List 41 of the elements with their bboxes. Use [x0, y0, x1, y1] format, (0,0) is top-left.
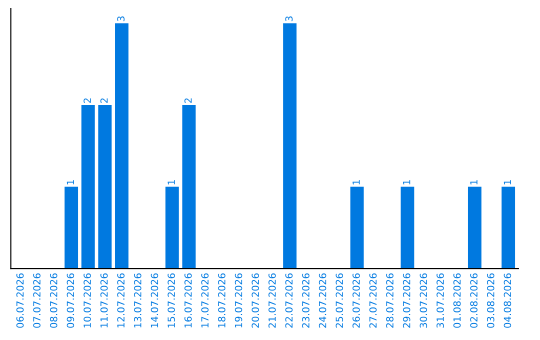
- x-tick-label: 07.07.2026: [33, 273, 41, 328]
- x-tick-label: 30.07.2026: [420, 273, 428, 328]
- data-label: 1: [504, 180, 511, 184]
- data-label: 1: [168, 180, 175, 184]
- data-label: 1: [403, 180, 410, 184]
- x-tick-label: 12.07.2026: [117, 273, 125, 328]
- x-tick-label: 27.07.2026: [369, 273, 377, 328]
- x-tick-label: 20.07.2026: [252, 273, 260, 328]
- x-tick-label: 24.07.2026: [318, 273, 326, 328]
- x-tick-label: 23.07.2026: [302, 273, 310, 328]
- x-tick-label: 16.07.2026: [184, 273, 192, 328]
- x-tick-label: 31.07.2026: [436, 273, 444, 328]
- data-label: 1: [470, 180, 478, 184]
- x-tick-label: 13.07.2026: [134, 273, 142, 328]
- x-tick-label: 04.08.2026: [504, 273, 512, 328]
- x-tick-label: 28.07.2026: [386, 273, 394, 328]
- x-tick-label: 01.08.2026: [453, 273, 461, 328]
- x-tick-label: 26.07.2026: [352, 273, 360, 328]
- x-tick-label: 18.07.2026: [218, 273, 226, 328]
- x-tick-label: 02.08.2026: [470, 273, 478, 328]
- data-label: 1: [352, 180, 360, 184]
- x-tick-label: 10.07.2026: [84, 273, 91, 328]
- x-tick-label: 29.07.2026: [402, 273, 410, 328]
- data-label: 2: [184, 98, 192, 103]
- x-tick-label: 03.08.2026: [486, 273, 494, 328]
- x-tick-label: 19.07.2026: [234, 273, 242, 328]
- x-tick-label: 11.07.2026: [100, 273, 108, 328]
- x-tick-label: 14.07.2026: [150, 273, 158, 328]
- data-label: 2: [100, 98, 108, 103]
- data-label: 3: [285, 16, 293, 22]
- x-tick-label: 08.07.2026: [50, 273, 58, 328]
- data-label: 1: [66, 180, 74, 184]
- data-label: 3: [117, 16, 125, 22]
- x-tick-label: 15.07.2026: [168, 273, 175, 328]
- x-tick-label: 21.07.2026: [268, 273, 276, 328]
- x-tick-label: 25.07.2026: [336, 273, 344, 328]
- x-tick-label: 06.07.2026: [16, 273, 24, 328]
- x-tick-label: 22.07.2026: [285, 273, 293, 328]
- x-tick-label: 09.07.2026: [66, 273, 74, 328]
- data-label: 2: [84, 98, 91, 103]
- x-tick-label: 17.07.2026: [201, 273, 209, 328]
